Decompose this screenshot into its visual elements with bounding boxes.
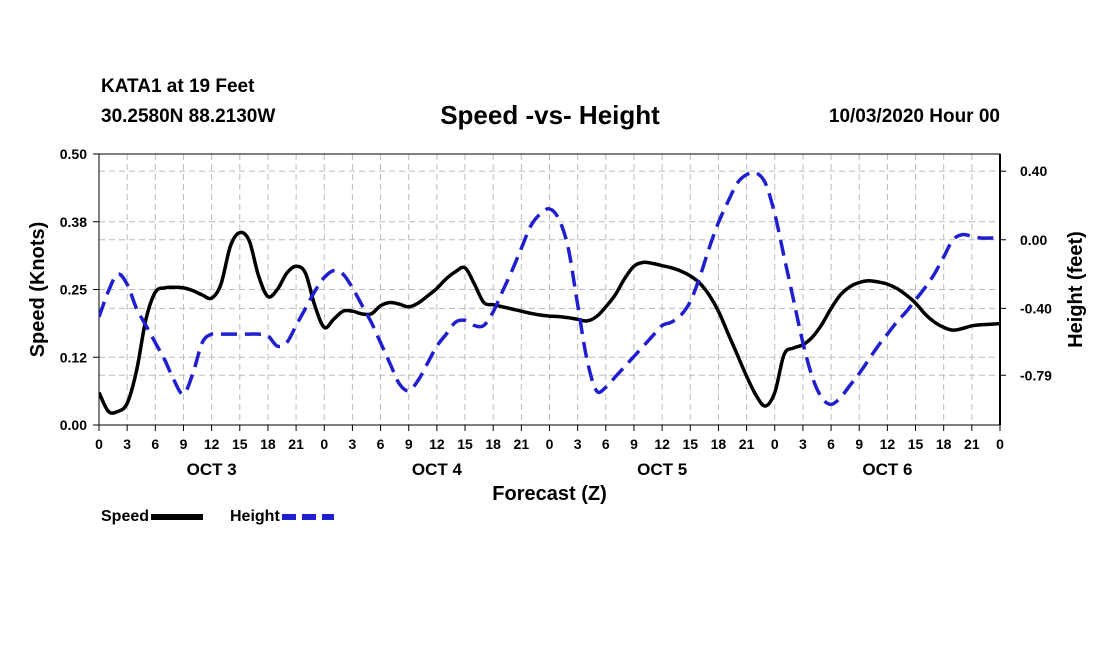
station-label: KATA1 at 19 Feet	[101, 76, 255, 97]
x-day-label: OCT 5	[637, 460, 687, 479]
x-tick-label: 12	[654, 436, 670, 452]
x-tick-label: 21	[288, 436, 304, 452]
x-tick-label: 0	[546, 436, 554, 452]
x-tick-label: 9	[630, 436, 638, 452]
legend-speed-swatch	[151, 514, 204, 520]
x-tick-label: 3	[123, 436, 131, 452]
y-left-tick-label: 0.25	[60, 282, 87, 298]
x-tick-label: 12	[880, 436, 896, 452]
y-left-tick-label: 0.12	[60, 349, 87, 365]
legend-speed: Speed	[101, 508, 204, 526]
legend-height-swatch	[281, 514, 334, 520]
y-right-tick-label: 0.40	[1020, 163, 1047, 179]
x-tick-label: 15	[457, 436, 473, 452]
x-tick-label: 9	[855, 436, 863, 452]
x-tick-label: 15	[232, 436, 248, 452]
x-tick-label: 3	[349, 436, 357, 452]
forecast-date-label: 10/03/2020 Hour 00	[828, 106, 1000, 127]
x-tick-label: 0	[320, 436, 328, 452]
series-line-speed	[99, 230, 1000, 415]
x-tick-label: 18	[711, 436, 727, 452]
x-tick-label: 0	[95, 436, 103, 452]
x-tick-label: 9	[405, 436, 413, 452]
x-tick-label: 6	[602, 436, 610, 452]
x-tick-label: 3	[574, 436, 582, 452]
chart-title: Speed -vs- Height	[440, 100, 660, 130]
x-day-label: OCT 3	[187, 460, 237, 479]
legend-height-label: Height	[230, 508, 280, 525]
x-tick-label: 6	[151, 436, 159, 452]
x-day-label: OCT 4	[412, 460, 463, 479]
x-tick-label: 18	[260, 436, 276, 452]
x-tick-label: 15	[682, 436, 698, 452]
x-axis-title: Forecast (Z)	[492, 483, 606, 505]
x-tick-label: 12	[204, 436, 220, 452]
y-right-axis-title: Height (feet)	[1065, 231, 1087, 348]
coordinates-label: 30.2580N 88.2130W	[101, 106, 276, 127]
x-tick-label: 21	[514, 436, 530, 452]
x-tick-label: 21	[964, 436, 980, 452]
y-right-tick-label: -0.40	[1020, 300, 1052, 316]
series-line-height	[99, 170, 1000, 407]
x-day-label: OCT 6	[862, 460, 912, 479]
x-tick-label: 0	[996, 436, 1004, 452]
x-tick-label: 3	[799, 436, 807, 452]
y-left-tick-label: 0.00	[60, 417, 87, 433]
y-right-tick-label: 0.00	[1020, 232, 1047, 248]
legend-height: Height	[230, 508, 334, 526]
x-tick-label: 15	[908, 436, 924, 452]
x-tick-label: 18	[936, 436, 952, 452]
y-left-axis-title: Speed (Knots)	[27, 222, 49, 358]
legend-speed-label: Speed	[101, 508, 150, 525]
x-tick-label: 21	[739, 436, 755, 452]
x-tick-label: 0	[771, 436, 779, 452]
x-tick-label: 12	[429, 436, 445, 452]
y-right-tick-label: -0.79	[1020, 367, 1052, 383]
x-tick-label: 9	[180, 436, 188, 452]
y-left-tick-label: 0.50	[60, 146, 87, 162]
x-tick-label: 6	[827, 436, 835, 452]
y-left-tick-label: 0.38	[60, 214, 87, 230]
x-tick-label: 6	[377, 436, 385, 452]
x-tick-label: 18	[485, 436, 501, 452]
